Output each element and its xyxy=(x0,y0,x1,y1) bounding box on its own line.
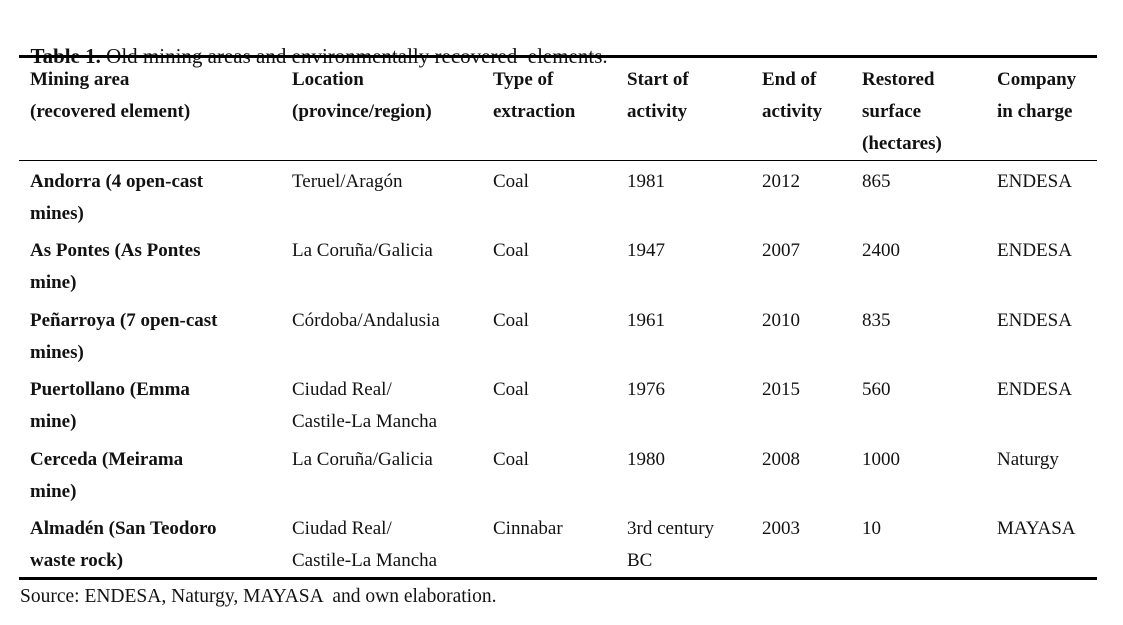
table-cell: Coal xyxy=(493,240,529,261)
table-cell: ENDESA xyxy=(997,379,1072,400)
table-cell: La Coruña/Galicia xyxy=(292,448,433,470)
table-cell: Coal xyxy=(493,379,529,400)
table-cell: 1980 xyxy=(627,448,665,470)
table-cell: Coal xyxy=(493,171,529,192)
table-cell: Ciudad Real/ Castile-La Mancha xyxy=(292,379,438,432)
column-header: Location (province/region) xyxy=(292,69,432,122)
table-cell: 10 xyxy=(862,518,881,539)
table-row: Cerceda (Meirama mine) La Coruña/Galicia C… xyxy=(19,439,1097,509)
table-cell: As Pontes (As Pontes mine) xyxy=(30,240,201,293)
table-row: Puertollano (Emma mine) Ciudad Real/ Cast… xyxy=(19,369,1097,439)
mining-areas-table: Mining area (recovered element) Location … xyxy=(19,55,1097,580)
table-cell: Cerceda (Meirama mine) xyxy=(30,448,184,502)
column-header: Start of activity xyxy=(627,69,689,122)
column-header: Restored surface (hectares) xyxy=(862,69,942,154)
table-cell: ENDESA xyxy=(997,171,1072,192)
table-cell: 1981 xyxy=(627,171,665,192)
table-cell: Ciudad Real/ Castile-La Mancha xyxy=(292,518,438,571)
table-cell: 2400 xyxy=(862,240,900,261)
table-cell: 835 xyxy=(862,309,891,331)
table-cell: Cinnabar xyxy=(493,518,563,539)
table-cell: 2007 xyxy=(762,240,800,261)
table-cell: 2015 xyxy=(762,379,800,400)
source-note: Source: ENDESA, Naturgy, MAYASA and own … xyxy=(20,586,497,607)
table-cell: 1947 xyxy=(627,240,665,261)
table-cell: Teruel/Aragón xyxy=(292,171,403,192)
table-cell: Naturgy xyxy=(997,448,1059,470)
table-cell: 1961 xyxy=(627,309,665,331)
table-row: Andorra (4 open-cast mines) Teruel/Aragón… xyxy=(19,161,1097,231)
table-cell: Andorra (4 open-cast mines) xyxy=(30,171,204,224)
table-cell: 2008 xyxy=(762,448,800,470)
table-cell: 1976 xyxy=(627,379,665,400)
table-cell: 1000 xyxy=(862,448,900,470)
table-cell: Coal xyxy=(493,448,529,470)
table-cell: ENDESA xyxy=(997,309,1072,331)
column-header: Mining area (recovered element) xyxy=(30,69,191,122)
table-cell: 2003 xyxy=(762,518,800,539)
column-header: End of activity xyxy=(762,69,823,122)
table-cell: Almadén (San Teodoro waste rock) xyxy=(30,518,217,571)
table-cell: La Coruña/Galicia xyxy=(292,240,433,261)
table-cell: Coal xyxy=(493,309,529,331)
table-cell: 2010 xyxy=(762,309,800,331)
column-header: Type of extraction xyxy=(493,69,576,122)
table-cell: 560 xyxy=(862,379,891,400)
table-cell: 3rd century BC xyxy=(627,518,715,571)
column-header: Company in charge xyxy=(997,69,1077,122)
table-cell: Peñarroya (7 open-cast mines) xyxy=(30,309,218,363)
table-cell: ENDESA xyxy=(997,240,1072,261)
table-row: Peñarroya (7 open-cast mines) Córdoba/And… xyxy=(19,300,1097,370)
table-row: Almadén (San Teodoro waste rock) Ciudad R… xyxy=(19,508,1097,579)
header-row: Mining area (recovered element) Location … xyxy=(19,57,1097,161)
table-cell: 2012 xyxy=(762,171,800,192)
table-row: As Pontes (As Pontes mine) La Coruña/Gali… xyxy=(19,230,1097,300)
table-cell: Córdoba/Andalusia xyxy=(292,309,440,331)
table-cell: 865 xyxy=(862,171,891,192)
table-cell: MAYASA xyxy=(997,518,1076,539)
table-cell: Puertollano (Emma mine) xyxy=(30,379,190,432)
